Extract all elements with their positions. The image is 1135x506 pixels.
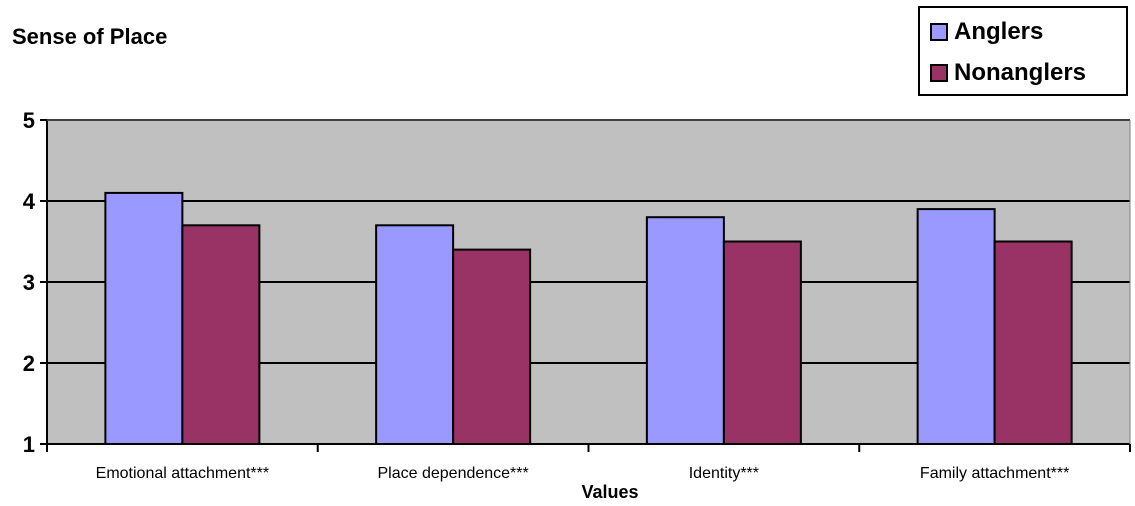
bar-nonanglers-4 bbox=[993, 240, 1073, 445]
legend-item-anglers: Anglers bbox=[930, 18, 1043, 46]
legend-label-nonanglers: Nonanglers bbox=[954, 59, 1087, 86]
x-axis-title: Values bbox=[581, 482, 638, 502]
legend-item-nonanglers: Nonanglers bbox=[930, 59, 1086, 87]
y-tick-label: 4 bbox=[23, 189, 36, 214]
bar-nonanglers-1 bbox=[181, 224, 261, 445]
legend-swatch-anglers bbox=[930, 23, 948, 41]
legend-label-anglers: Anglers bbox=[954, 18, 1044, 45]
x-tick-label: Family attachment*** bbox=[920, 465, 1069, 482]
bar-anglers-2 bbox=[375, 224, 455, 445]
x-tick-label: Emotional attachment*** bbox=[96, 465, 269, 482]
legend-swatch-nonanglers bbox=[930, 64, 948, 82]
bar-anglers-4 bbox=[916, 208, 996, 445]
bar-anglers-1 bbox=[104, 191, 184, 445]
y-tick-label: 2 bbox=[23, 351, 35, 376]
bar-anglers-3 bbox=[645, 216, 725, 445]
x-tick-label: Identity*** bbox=[689, 465, 759, 482]
bar-nonanglers-2 bbox=[452, 248, 532, 445]
chart-title: Sense of Place bbox=[12, 24, 168, 49]
x-tick-label: Place dependence*** bbox=[378, 465, 529, 482]
y-tick-label: 1 bbox=[23, 432, 35, 457]
legend: Anglers Nonanglers bbox=[918, 6, 1128, 96]
bar-nonanglers-3 bbox=[722, 240, 802, 445]
y-tick-label: 5 bbox=[23, 108, 35, 133]
y-tick-label: 3 bbox=[23, 270, 35, 295]
